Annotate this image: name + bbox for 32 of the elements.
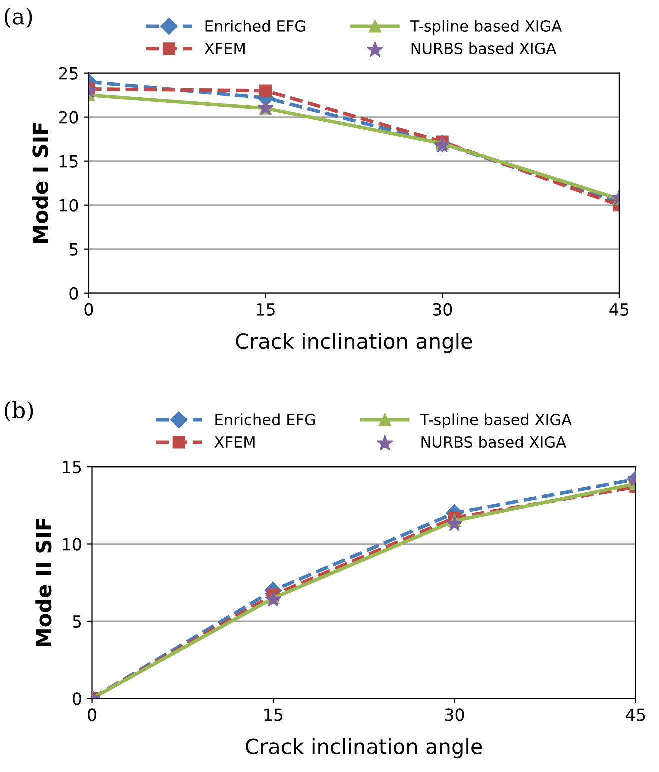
legend-label: Enriched EFG [216,414,316,426]
y-axis-title: Mode II SIF [36,519,52,646]
chart-title: (a) [5,8,32,28]
x-tick-label: 45 [610,304,629,316]
x-tick-label: 30 [445,708,464,722]
y-tick-label: 0 [73,692,82,706]
y-tick-label: 15 [60,156,78,168]
x-tick-label: 15 [264,708,283,722]
y-tick-label: 25 [59,67,78,80]
y-tick-label: 5 [70,244,78,256]
x-axis-title: Crack inclination angle [246,738,482,759]
x-tick-label: 30 [433,303,452,316]
legend-label: Enriched EFG [206,20,306,32]
y-axis-title: Mode I SIF [32,123,48,244]
x-tick-label: 0 [88,708,96,722]
x-axis-title: Crack inclination angle [236,333,472,354]
legend-label: XFEM [214,436,255,448]
x-tick-label: 15 [257,304,275,316]
y-tick-label: 15 [63,461,82,474]
legend-label: T-spline based XIGA [410,20,562,35]
y-tick-label: 10 [63,538,82,551]
legend-label: XFEM [204,43,245,54]
chart-title: (b) [5,401,34,422]
y-tick-label: 20 [59,111,78,124]
legend-label: NURBS based XIGA [412,42,556,54]
legend-label: T-spline based XIGA [420,414,572,429]
x-tick-label: 45 [626,708,646,722]
y-tick-label: 5 [73,616,82,628]
y-tick-label: 10 [60,199,78,212]
legend-label: NURBS based XIGA [422,436,566,448]
x-tick-label: 0 [84,303,94,316]
y-tick-label: 0 [70,287,78,300]
